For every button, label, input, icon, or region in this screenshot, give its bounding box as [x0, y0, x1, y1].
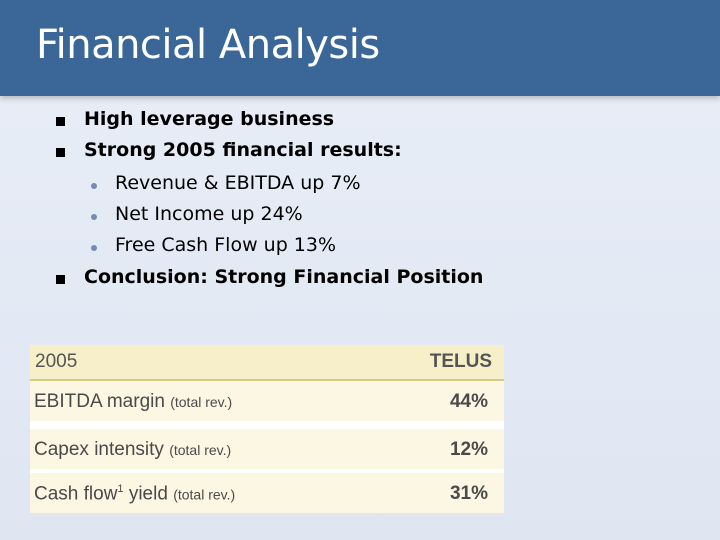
slide-title: Financial Analysis: [36, 22, 380, 68]
metric-note: (total rev.): [173, 486, 236, 503]
row-divider: [30, 421, 504, 429]
row-value: 31%: [449, 483, 488, 504]
bullet-item: High leverage business: [0, 108, 720, 138]
bullet-text: High leverage business: [84, 108, 335, 130]
dot-bullet-icon: [91, 183, 97, 189]
sub-bullet-item: Net Income up 24%: [0, 203, 720, 233]
sub-bullet-item: Free Cash Flow up 13%: [0, 234, 720, 264]
sub-bullet-text: Revenue & EBITDA up 7%: [115, 172, 361, 194]
footnote-marker: 1: [117, 483, 124, 495]
table-row: Capex intensity (total rev.) 12%: [30, 429, 504, 469]
bullet-text: Conclusion: Strong Financial Position: [84, 266, 484, 288]
title-bar: Financial Analysis: [0, 0, 720, 96]
table-row: EBITDA margin (total rev.) 44%: [30, 381, 504, 421]
square-bullet-icon: [56, 275, 65, 284]
table-header: 2005 TELUS: [30, 345, 504, 381]
company-header: TELUS: [429, 351, 492, 372]
metric-note: (total rev.): [170, 394, 233, 410]
year-header: 2005: [35, 351, 78, 372]
metrics-table: 2005 TELUS EBITDA margin (total rev.) 44…: [30, 345, 504, 513]
metric-name-rest: yield: [123, 483, 168, 505]
square-bullet-icon: [56, 148, 65, 157]
metric-name: EBITDA margin: [34, 391, 165, 412]
dot-bullet-icon: [91, 245, 97, 251]
row-label: EBITDA margin (total rev.): [34, 391, 232, 413]
dot-bullet-icon: [91, 214, 97, 220]
metric-note: (total rev.): [169, 442, 232, 458]
bullet-item: Strong 2005 financial results:: [0, 139, 720, 169]
row-label: Cash flow1 yield (total rev.): [34, 483, 235, 505]
metric-name: Capex intensity: [34, 439, 164, 460]
square-bullet-icon: [56, 117, 65, 126]
sub-bullet-text: Net Income up 24%: [115, 203, 303, 225]
row-value: 12%: [449, 439, 488, 460]
table-row: Cash flow1 yield (total rev.) 31%: [30, 473, 504, 513]
row-value: 44%: [449, 391, 488, 412]
bullet-item: Conclusion: Strong Financial Position: [0, 266, 720, 296]
row-label: Capex intensity (total rev.): [34, 439, 231, 461]
metric-name: Cash flow: [34, 483, 118, 505]
sub-bullet-text: Free Cash Flow up 13%: [115, 234, 337, 256]
bullet-text: Strong 2005 financial results:: [84, 139, 402, 161]
sub-bullet-item: Revenue & EBITDA up 7%: [0, 172, 720, 202]
